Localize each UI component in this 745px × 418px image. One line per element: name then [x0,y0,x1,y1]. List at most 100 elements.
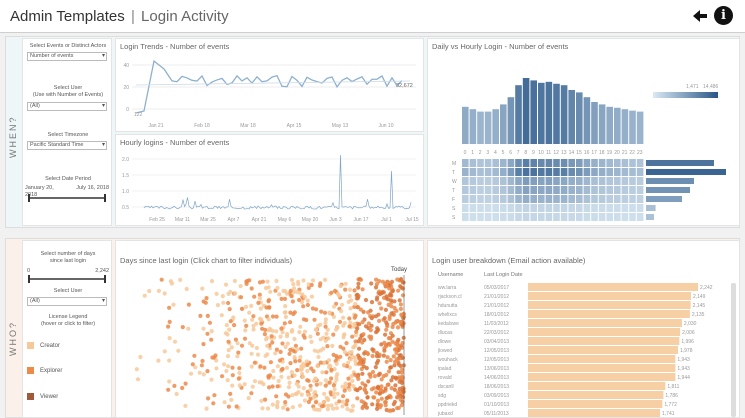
user-dot [362,387,367,392]
user-dot [258,306,263,311]
user-dot [344,402,349,407]
user-dot [394,350,399,355]
user-dot [226,300,231,306]
user-dot [278,349,283,354]
user-dot [394,319,399,324]
user-dot [344,341,349,346]
when-user-select[interactable]: (All) [27,102,107,111]
user-dot [257,292,262,297]
user-dot [315,364,320,369]
user-dot [322,391,327,396]
title-separator: | [130,8,135,25]
user-dot [286,375,291,380]
user-dot [305,302,310,308]
user-dot [312,394,317,399]
heat-cell [538,168,545,176]
date-range-slider[interactable] [28,194,106,202]
user-dot [398,363,403,368]
heat-cell [469,186,477,194]
user-dot [375,328,380,333]
user-dot [295,368,300,373]
legend-viewer-label: Viewer [40,394,59,401]
legend-explorer[interactable]: Explorer [27,367,62,374]
row-last-login: 21/01/2012 [484,294,509,300]
user-dot [235,341,240,346]
user-dot [351,345,356,350]
heat-cell [614,213,621,221]
legend-creator[interactable]: Creator [27,342,60,349]
back-arrow-icon[interactable] [692,8,708,24]
heat-cell [560,159,568,167]
hour-label: 12 [553,150,559,156]
user-dot [244,323,249,328]
hour-bar [614,107,621,144]
user-dot [223,282,229,287]
hour-bar [583,97,591,144]
user-dot [190,362,195,367]
user-dot [288,310,293,315]
days-since-panel[interactable]: Days since last login (Click chart to fi… [115,240,424,418]
user-dot [251,327,256,332]
user-dot [233,337,238,342]
user-dot [340,404,345,409]
user-dot [310,306,315,311]
user-dot [391,354,396,359]
user-dot [166,324,171,329]
days-range-slider[interactable] [28,275,106,283]
heat-cell [576,204,583,212]
header-bar: Admin Templates | Login Activity i [0,0,745,33]
hour-label: 14 [569,150,575,156]
table-scrollbar[interactable] [731,283,736,417]
user-dot [297,297,302,303]
heat-cell [545,204,553,212]
day-bar [646,169,726,175]
user-dot [224,368,229,374]
heat-cell [621,195,629,203]
heat-cell [583,159,591,167]
row-last-login: 12/05/2013 [484,348,509,354]
user-dot [262,365,267,370]
creator-swatch [27,342,34,349]
user-dot [364,405,369,410]
user-dot [283,304,288,309]
heat-cell [629,159,636,167]
row-value: 2,145 [693,303,706,309]
daily-hourly-panel[interactable]: Daily vs Hourly Login - Number of events… [427,38,740,226]
user-dot [358,386,363,391]
hourly-logins-chart[interactable]: 2.0 1.5 1.0 0.5 Feb 25 Mar 11 Mar 25 Apr 7 Apr 2… [116,147,423,225]
user-dot [247,310,252,315]
user-dot [400,387,405,392]
who-filter-panel: Select number of days since last login 0… [22,240,112,418]
timezone-select[interactable]: Pacific Standard Time [27,141,107,150]
user-dot [373,285,379,290]
who-user-select[interactable]: (All) [27,297,107,306]
hourly-logins-panel[interactable]: Hourly logins - Number of events 2.0 1.5 1… [115,134,424,226]
row-bar [528,400,663,408]
heat-cell [462,159,469,167]
hour-label: 18 [599,150,605,156]
breakdown-panel[interactable]: Login user breakdown (Email action avail… [427,240,740,418]
info-icon[interactable]: i [714,6,733,25]
row-value: 1,786 [665,393,678,399]
user-dot [249,391,254,396]
hour-label: 6 [509,150,512,156]
heat-cell [583,168,591,176]
breakdown-table[interactable]: ww.larra 05/03/2017 2,242 rjackson.cl 21/01/… [428,281,724,418]
hour-bar [538,82,545,144]
user-dot [256,300,261,305]
login-trends-panel[interactable]: Login Trends - Number of events 40 20 0 Jan… [115,38,424,132]
row-bar [528,292,691,300]
dashboard-subtitle: Login Activity [141,8,229,25]
heat-cell [560,177,568,185]
user-dot [334,377,339,382]
legend-viewer[interactable]: Viewer [27,393,58,400]
login-trends-chart[interactable]: 40 20 0 Jan 21 Feb 18 Mar 18 Apr 15 May 13 Jun 1… [116,51,423,131]
days-since-scatter[interactable] [116,275,423,415]
user-dot [186,326,191,331]
heat-cell [477,177,484,185]
user-dot [251,314,256,319]
events-select[interactable]: Number of events [27,52,107,61]
user-dot [370,402,375,407]
heat-cell [568,204,575,212]
